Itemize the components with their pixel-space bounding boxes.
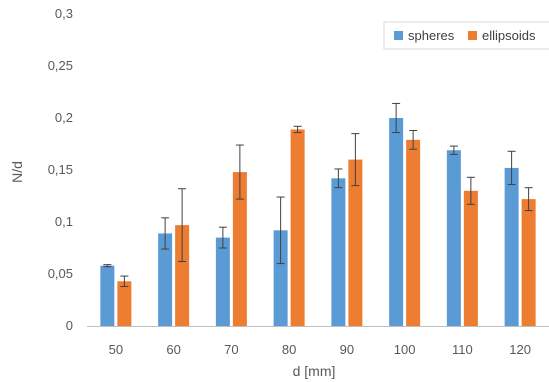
error-bar-ellipsoids-60 [178,188,187,263]
error-bar-spheres-120 [507,150,516,186]
error-bar-spheres-60 [161,217,170,250]
legend-swatch-spheres [394,31,403,40]
bars-layer [100,118,536,326]
y-tick-label: 0,2 [55,110,73,125]
error-bar-spheres-70 [218,226,227,249]
error-bar-spheres-90 [334,168,343,189]
y-tick-label: 0,25 [48,58,73,73]
x-tick-label: 110 [452,342,473,357]
error-bar-ellipsoids-100 [409,129,418,150]
error-bar-ellipsoids-110 [466,176,475,205]
x-tick-label: 80 [282,342,296,357]
bar-ellipsoids-80 [290,129,305,326]
x-axis-title: d [mm] [293,363,336,379]
x-tick-label: 50 [109,342,123,357]
bar-ellipsoids-60 [175,225,190,326]
bar-ellipsoids-90 [348,159,363,326]
y-tick-label: 0,05 [48,266,73,281]
x-tick-label: 100 [394,342,416,357]
error-bar-ellipsoids-120 [524,187,533,212]
legend-swatch-ellipsoids [468,31,477,40]
y-tick-label: 0 [66,318,73,333]
bar-spheres-110 [446,150,461,326]
error-bar-ellipsoids-70 [235,144,244,200]
y-axis-title: N/d [9,161,25,183]
legend-box [383,21,549,50]
y-tick-label: 0,3 [55,6,73,21]
legend-label-ellipsoids: ellipsoids [482,28,536,43]
x-tick-label: 70 [224,342,238,357]
bar-ellipsoids-70 [232,172,247,326]
bar-spheres-100 [389,118,404,326]
legend: spheres ellipsoids [383,21,549,50]
bar-spheres-90 [331,178,346,326]
y-tick-label: 0,1 [55,214,73,229]
error-bar-ellipsoids-80 [293,125,302,134]
bar-ellipsoids-100 [406,139,421,326]
bar-spheres-70 [215,237,230,326]
y-tick-label: 0,15 [48,162,73,177]
error-bar-ellipsoids-90 [351,133,360,187]
legend-label-spheres: spheres [408,28,455,43]
x-tick-label: 120 [509,342,531,357]
bar-ellipsoids-50 [117,281,132,326]
x-tick-label: 60 [166,342,180,357]
bar-spheres-60 [158,233,173,326]
error-bar-spheres-110 [449,145,458,155]
x-tick-label: 90 [340,342,354,357]
error-bar-ellipsoids-50 [120,275,129,287]
bar-spheres-80 [273,230,288,326]
error-bars-layer [103,102,533,287]
bar-spheres-50 [100,265,115,326]
error-bar-spheres-100 [392,102,401,134]
x-axis-ticks: 50 60 70 80 90 100 110 120 [109,342,531,357]
bar-spheres-120 [504,167,519,326]
bar-ellipsoids-120 [521,199,536,326]
y-axis-ticks: 0 0,05 0,1 0,15 0,2 0,25 0,3 [48,6,73,333]
error-bar-spheres-80 [276,196,285,265]
bar-ellipsoids-110 [463,190,478,326]
error-bar-spheres-50 [103,264,112,268]
